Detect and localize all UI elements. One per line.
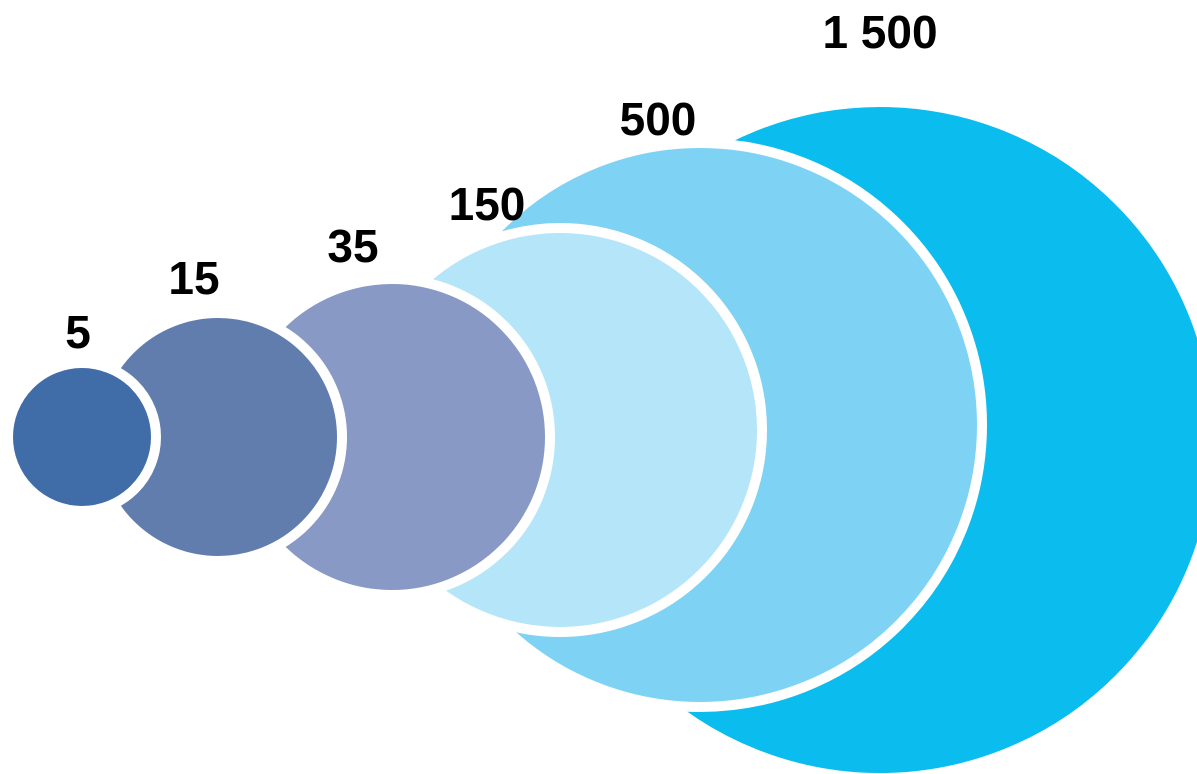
label-500: 500 [620, 93, 697, 145]
label-35: 35 [327, 220, 378, 272]
circle-5 [3, 358, 161, 516]
circle-group-5 [3, 358, 161, 516]
label-1500: 1 500 [822, 6, 937, 58]
label-5: 5 [65, 306, 91, 358]
label-150: 150 [449, 178, 526, 230]
label-15: 15 [168, 252, 219, 304]
